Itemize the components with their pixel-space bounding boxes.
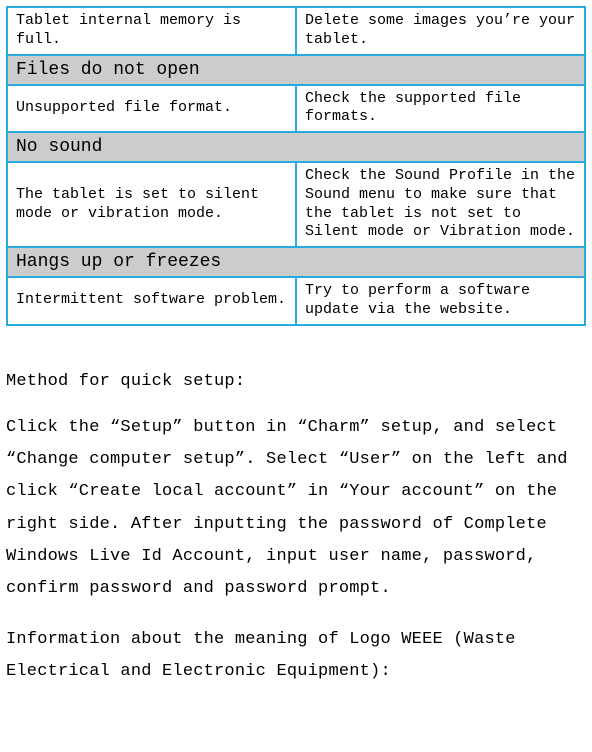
table-row: The tablet is set to silent mode or vibr… xyxy=(7,162,585,247)
solution-cell: Check the supported file formats. xyxy=(296,85,585,133)
table-section-header: Files do not open xyxy=(7,55,585,85)
section-header-cell: Files do not open xyxy=(7,55,585,85)
troubleshooting-table: Tablet internal memory is full. Delete s… xyxy=(6,6,586,326)
table-row: Unsupported file format. Check the suppo… xyxy=(7,85,585,133)
solution-cell: Delete some images you’re your tablet. xyxy=(296,7,585,55)
table-row: Tablet internal memory is full. Delete s… xyxy=(7,7,585,55)
problem-cell: Unsupported file format. xyxy=(7,85,296,133)
weee-heading: Information about the meaning of Logo WE… xyxy=(6,624,586,689)
table-row: Intermittent software problem. Try to pe… xyxy=(7,277,585,325)
problem-cell: Tablet internal memory is full. xyxy=(7,7,296,55)
method-paragraph: Click the “Setup” button in “Charm” setu… xyxy=(6,412,586,606)
solution-cell: Check the Sound Profile in the Sound men… xyxy=(296,162,585,247)
table-section-header: No sound xyxy=(7,132,585,162)
section-header-cell: Hangs up or freezes xyxy=(7,247,585,277)
solution-cell: Try to perform a software update via the… xyxy=(296,277,585,325)
section-header-cell: No sound xyxy=(7,132,585,162)
method-heading: Method for quick setup: xyxy=(6,366,586,398)
table-section-header: Hangs up or freezes xyxy=(7,247,585,277)
problem-cell: Intermittent software problem. xyxy=(7,277,296,325)
problem-cell: The tablet is set to silent mode or vibr… xyxy=(7,162,296,247)
